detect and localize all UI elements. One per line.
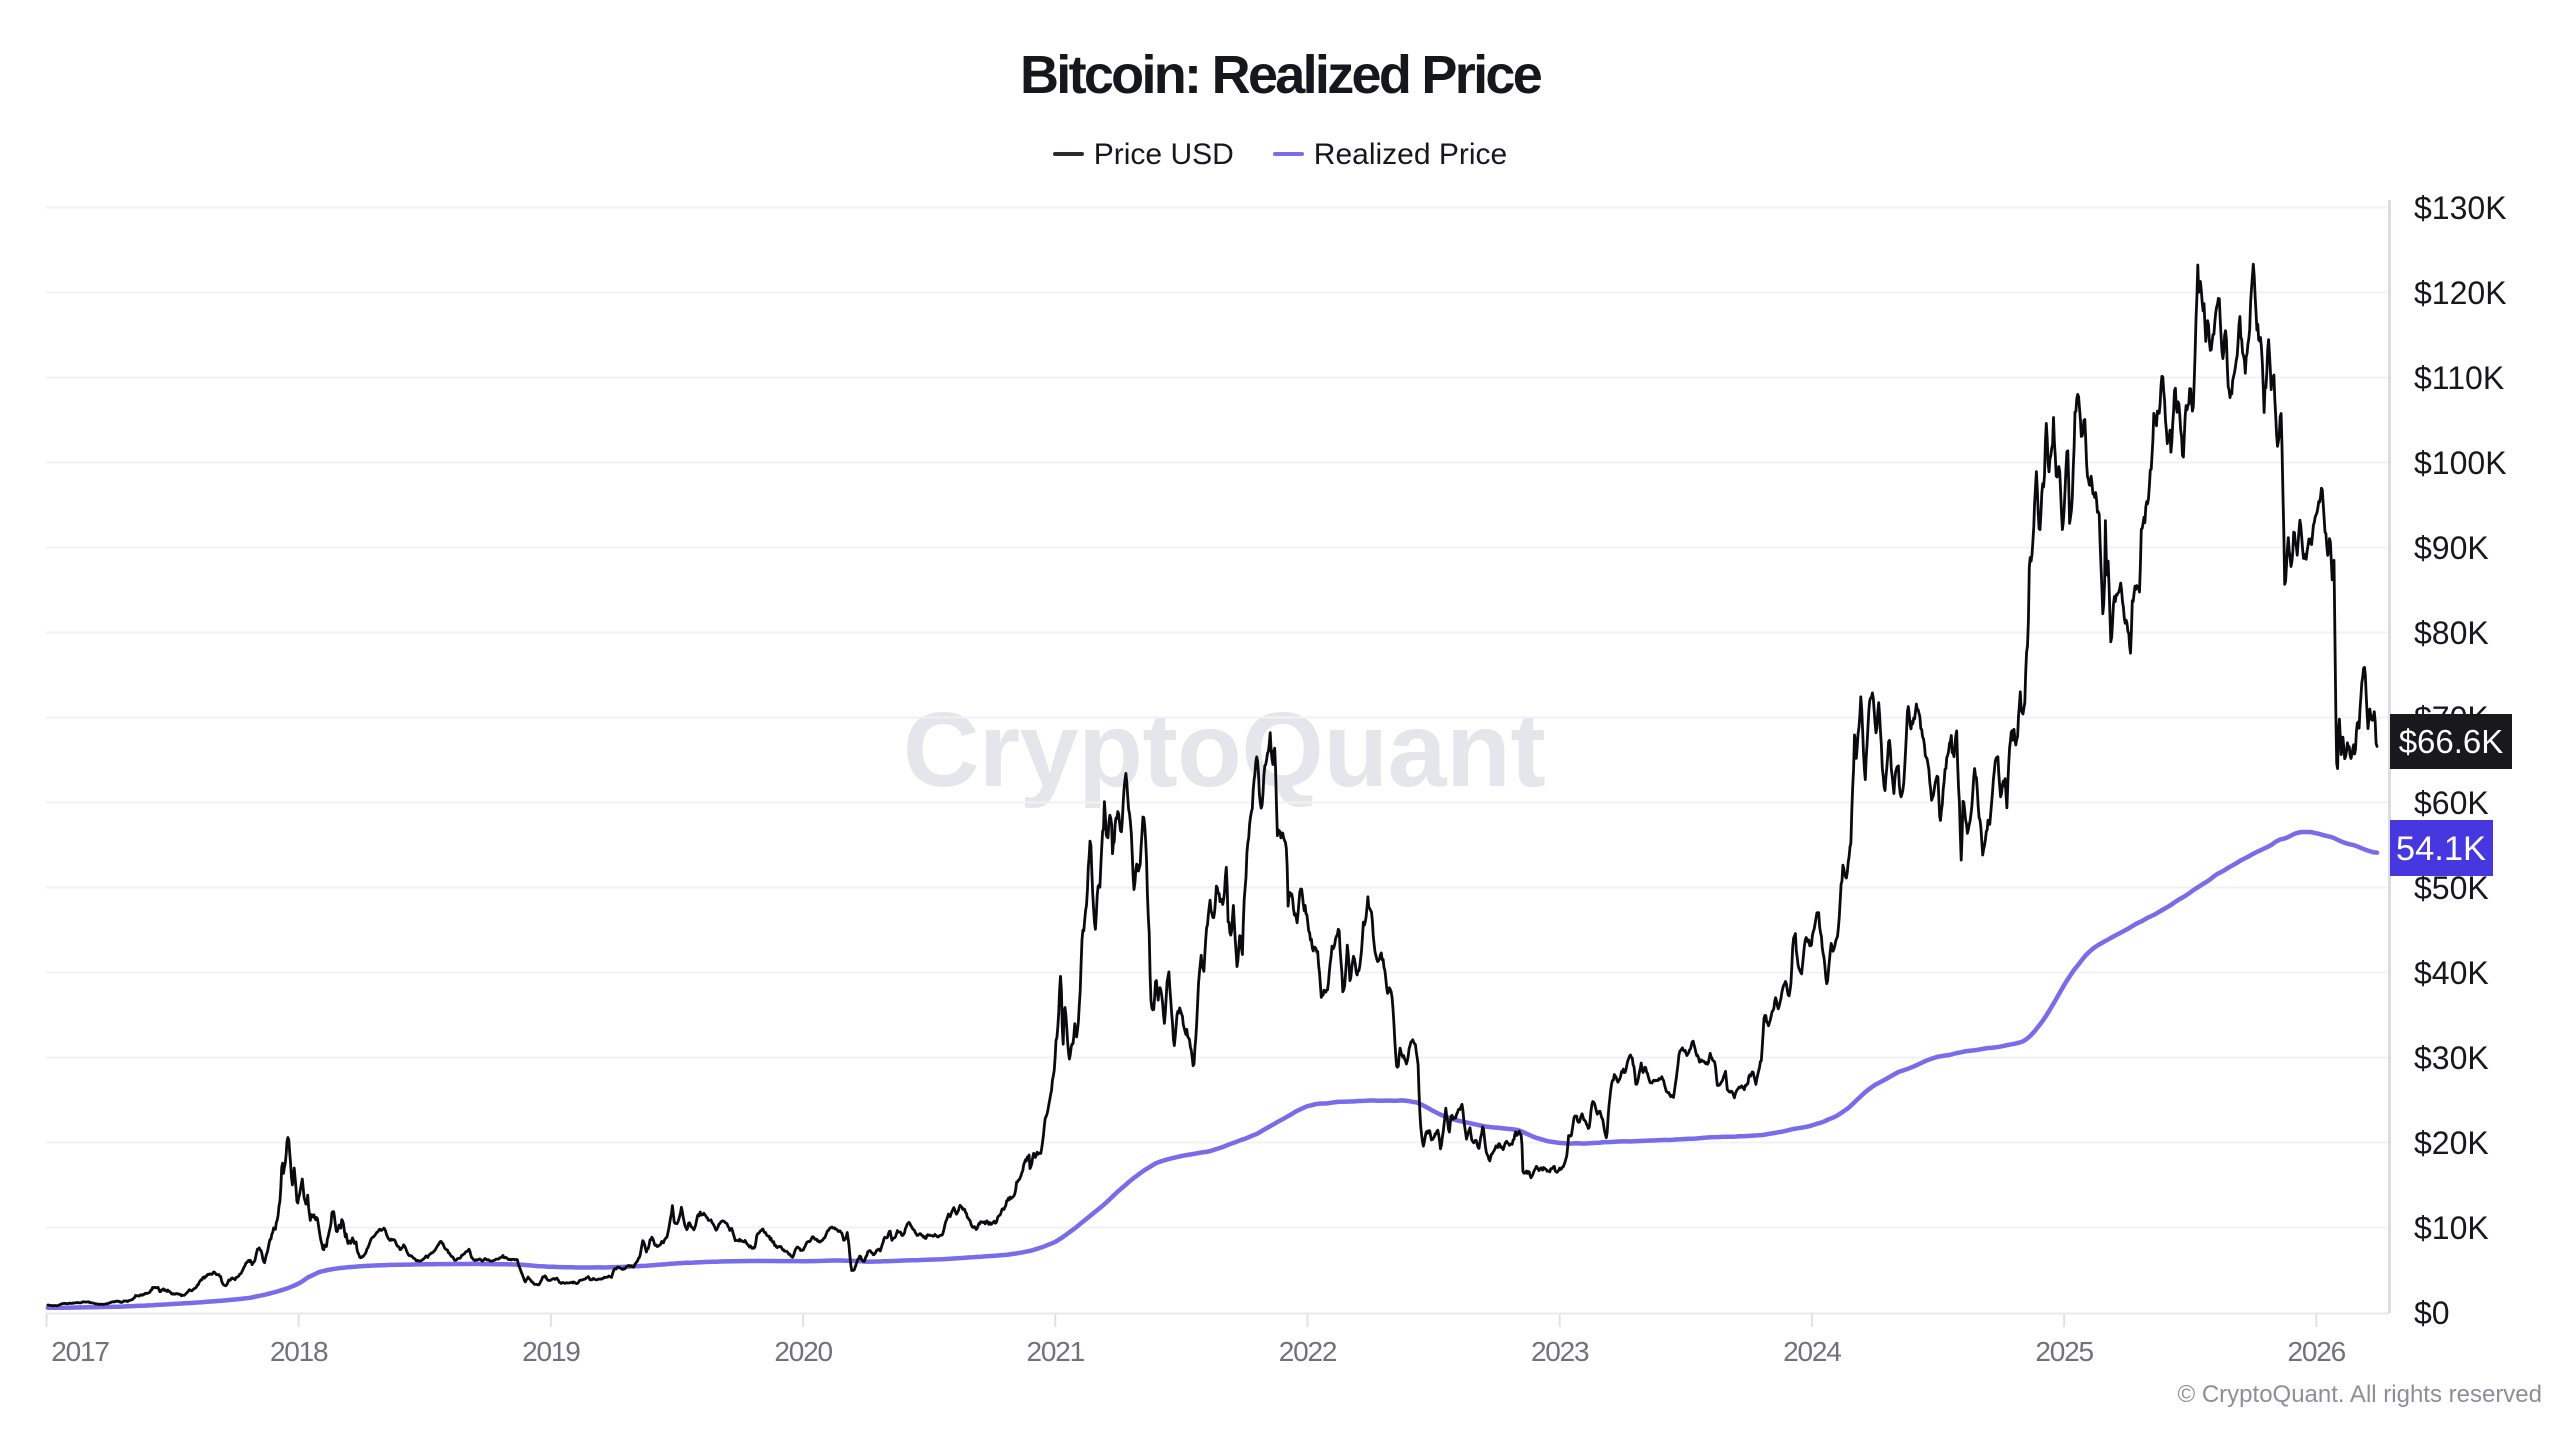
svg-text:$100K: $100K [2414,445,2507,481]
svg-text:$80K: $80K [2414,615,2489,651]
svg-text:$20K: $20K [2414,1125,2489,1161]
svg-text:54.1K: 54.1K [2396,830,2486,868]
svg-text:2020: 2020 [774,1336,832,1367]
svg-text:$10K: $10K [2414,1210,2489,1246]
svg-text:$0: $0 [2414,1295,2450,1331]
svg-text:2024: 2024 [1783,1336,1841,1367]
svg-text:2022: 2022 [1279,1336,1337,1367]
svg-text:2019: 2019 [522,1336,580,1367]
svg-text:$130K: $130K [2414,190,2507,226]
svg-text:2026: 2026 [2288,1336,2346,1367]
svg-text:2021: 2021 [1027,1336,1085,1367]
svg-text:$60K: $60K [2414,785,2489,821]
svg-text:$30K: $30K [2414,1040,2489,1076]
svg-text:2023: 2023 [1531,1336,1589,1367]
svg-text:$66.6K: $66.6K [2399,723,2504,760]
svg-text:$110K: $110K [2414,360,2504,396]
svg-text:2025: 2025 [2035,1336,2093,1367]
svg-text:$120K: $120K [2414,275,2507,311]
svg-text:$90K: $90K [2414,530,2489,566]
svg-text:2017: 2017 [51,1336,109,1367]
svg-text:2018: 2018 [270,1336,328,1367]
svg-text:$40K: $40K [2414,955,2489,991]
